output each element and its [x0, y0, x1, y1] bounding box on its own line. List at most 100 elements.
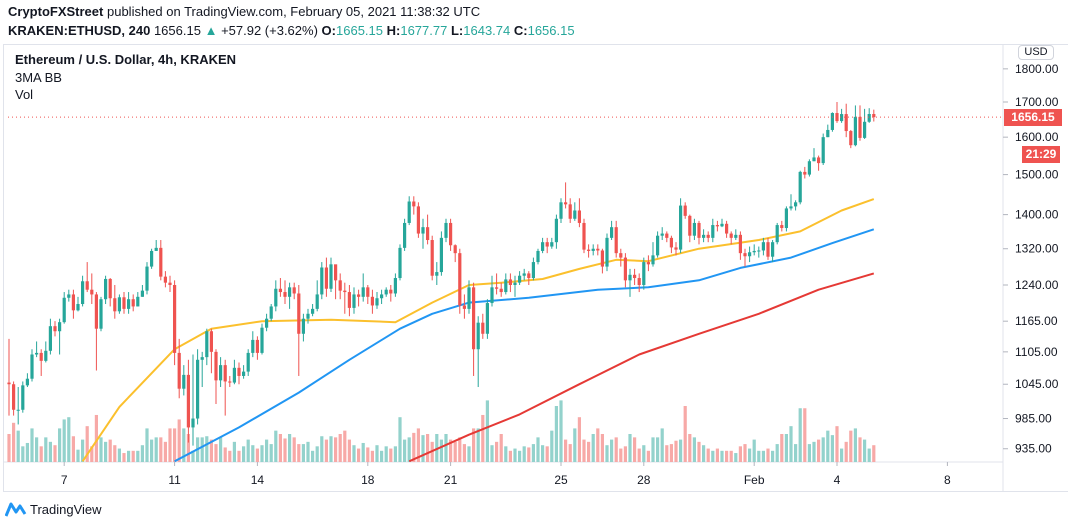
candle-body — [577, 210, 581, 223]
candle-body — [393, 278, 397, 294]
candle-body — [117, 297, 121, 312]
volume-bars — [7, 400, 876, 462]
currency-button[interactable]: USD — [1018, 45, 1054, 60]
candle-body — [44, 350, 48, 361]
time-tick-label: 28 — [637, 473, 651, 487]
candle-body — [329, 264, 333, 289]
candle-body — [200, 357, 204, 360]
volume-bar — [844, 441, 848, 462]
volume-bar — [872, 445, 876, 462]
candle-body — [734, 234, 738, 238]
candle-body — [269, 306, 273, 319]
candle-body — [150, 250, 154, 267]
volume-bar — [472, 428, 476, 462]
candle-body — [159, 247, 163, 277]
candle-body — [416, 206, 420, 234]
volume-bar — [48, 441, 52, 462]
volume-bar — [462, 444, 466, 462]
candle-body — [430, 240, 434, 276]
volume-bar — [582, 439, 586, 462]
candle-body — [205, 331, 209, 358]
candle-body — [306, 313, 310, 319]
candle-body — [186, 374, 190, 428]
candle-body — [752, 250, 756, 253]
volume-bar — [421, 435, 425, 462]
price-tick-label: 1800.00 — [1015, 62, 1059, 76]
time-tick-label: 8 — [944, 473, 951, 487]
published-text: published on TradingView.com, February 0… — [106, 4, 481, 19]
volume-bar — [12, 422, 16, 462]
candle-body — [564, 202, 568, 205]
volume-bar — [476, 428, 480, 462]
close-value: 1656.15 — [527, 23, 575, 38]
legend-indicator[interactable]: 3MA BB — [15, 70, 62, 85]
candle-body — [16, 409, 20, 411]
price-axis[interactable]: 1800.00 1700.00 1600.00 1500.00 1400.00 1320.… — [1003, 62, 1059, 456]
price-tick-label: 1240.00 — [1015, 278, 1059, 292]
candle-body — [53, 326, 57, 332]
candle-body — [683, 205, 687, 216]
candle-body — [366, 287, 370, 297]
candle-body — [412, 201, 416, 207]
candle-body — [729, 233, 733, 238]
candle-body — [789, 206, 793, 209]
candle-body — [389, 289, 393, 294]
volume-bar — [794, 444, 798, 462]
volume-bar — [53, 445, 57, 462]
volume-bar — [311, 450, 315, 462]
candle-body — [628, 274, 632, 281]
price-tick-label: 1700.00 — [1015, 95, 1059, 109]
volume-bar — [651, 437, 655, 462]
time-tick-label: 25 — [554, 473, 568, 487]
candle-body — [219, 365, 223, 381]
open-label: O: — [321, 23, 336, 38]
candle-body — [196, 359, 200, 419]
volume-bar — [715, 448, 719, 462]
volume-bar — [177, 419, 181, 462]
volume-bar — [674, 440, 678, 462]
volume-bar — [573, 428, 577, 462]
volume-bar — [513, 448, 517, 462]
time-axis[interactable]: 7 11 14 18 21 25 28 Feb 4 8 — [61, 462, 951, 487]
candle-body — [600, 250, 604, 267]
candle-body — [209, 331, 213, 352]
volume-bar — [559, 400, 563, 462]
publisher-name[interactable]: CryptoFXStreet — [8, 4, 104, 19]
volume-bar — [849, 430, 853, 462]
volume-bar — [467, 446, 471, 462]
candle-body — [863, 121, 867, 138]
volume-bar — [623, 446, 627, 462]
candle-body — [518, 275, 522, 283]
volume-bar — [384, 446, 388, 462]
candle-body — [610, 227, 614, 238]
candle-body — [320, 267, 324, 295]
candle-body — [21, 385, 25, 410]
candle-body — [614, 227, 618, 254]
candle-body — [651, 255, 655, 265]
volume-bar — [426, 434, 430, 462]
legend-volume[interactable]: Vol — [15, 87, 34, 102]
open-value: 1665.15 — [336, 23, 383, 38]
candle-body — [380, 294, 384, 299]
bar-countdown: 21:29 — [1022, 146, 1060, 163]
volume-bar — [734, 453, 738, 462]
volume-bar — [274, 430, 278, 462]
price-tick-label: 1320.00 — [1015, 242, 1059, 256]
candle-body — [439, 237, 443, 273]
volume-bar — [127, 450, 131, 462]
candle-body — [421, 227, 425, 234]
volume-bar — [338, 434, 342, 462]
volume-bar — [163, 441, 167, 462]
volume-bar — [228, 450, 232, 462]
moving-average-line-ma_slow — [408, 272, 875, 462]
volume-bar — [577, 417, 581, 462]
candle-body — [25, 378, 29, 386]
tradingview-logo-icon — [5, 502, 27, 517]
volume-bar — [81, 439, 85, 462]
candle-body — [242, 371, 246, 376]
tradingview-logo[interactable]: TradingView — [5, 501, 102, 517]
candle-body — [679, 205, 683, 250]
price-tick-label: 1045.00 — [1015, 377, 1059, 391]
volume-bar — [702, 445, 706, 462]
